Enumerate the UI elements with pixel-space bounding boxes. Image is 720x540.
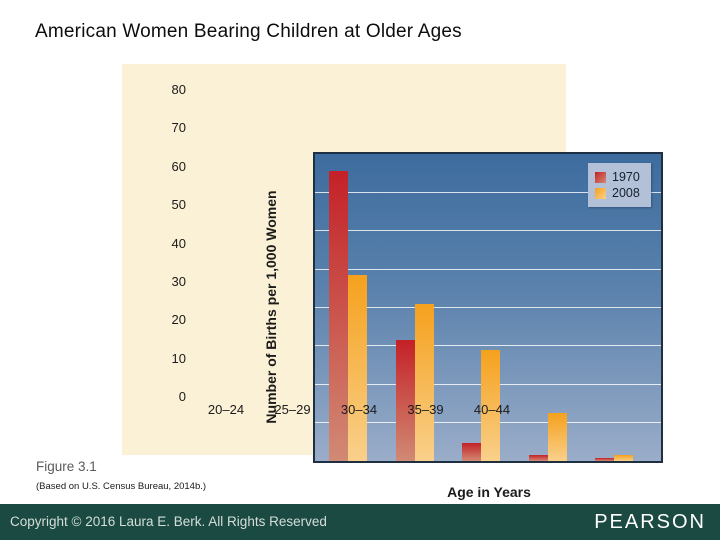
source-note: (Based on U.S. Census Bureau, 2014b.) xyxy=(36,481,207,492)
y-tick-label: 40 xyxy=(171,235,186,251)
x-tick-label: 25–29 xyxy=(274,402,311,417)
bar-1970-35–39 xyxy=(528,455,548,461)
gridline xyxy=(315,268,661,270)
legend-label-2008: 2008 xyxy=(612,186,640,200)
bar-2008-25–29 xyxy=(414,303,434,461)
y-tick-label: 0 xyxy=(178,389,186,404)
x-tick-label: 20–24 xyxy=(207,402,245,417)
pearson-logo: PEARSON xyxy=(594,511,706,533)
gridline xyxy=(315,230,661,232)
bar-2008-20–24 xyxy=(348,274,367,461)
bar-1970-20–24 xyxy=(329,171,348,461)
bar-1970-40–44 xyxy=(595,458,614,461)
gridline xyxy=(315,191,661,193)
copyright-text: Copyright © 2016 Laura E. Berk. All Righ… xyxy=(10,514,327,529)
legend-label-1970: 1970 xyxy=(612,170,640,184)
legend-row-1970: 1970 xyxy=(595,170,651,184)
bar-2008-35–39 xyxy=(547,413,567,461)
gridline xyxy=(315,307,661,308)
y-tick-label: 10 xyxy=(171,350,186,366)
figure-label: Figure 3.1 xyxy=(36,459,97,474)
bar-2008-30–34 xyxy=(481,349,500,461)
chart-panel: Number of Births per 1,000 Women 1970 20… xyxy=(122,64,663,500)
y-tick-label: 60 xyxy=(171,158,186,174)
y-tick-label: 80 xyxy=(171,82,186,97)
y-tick-label: 70 xyxy=(171,120,186,136)
x-tick-label: 40–44 xyxy=(473,402,511,417)
legend-swatch-1970-icon xyxy=(595,171,606,183)
plot-area: 1970 2008 xyxy=(313,152,663,463)
x-tick-label: 35–39 xyxy=(407,402,444,417)
bar-1970-30–34 xyxy=(462,442,481,461)
bar-1970-25–29 xyxy=(395,340,415,461)
gridline xyxy=(315,345,661,347)
page-title: American Women Bearing Children at Older… xyxy=(35,21,462,42)
x-axis-title: Age in Years xyxy=(447,484,531,500)
legend-row-2008: 2008 xyxy=(595,186,651,200)
bar-2008-40–44 xyxy=(614,454,633,461)
legend-swatch-2008-icon xyxy=(595,187,606,199)
footer-bar: Copyright © 2016 Laura E. Berk. All Righ… xyxy=(0,504,720,540)
y-axis-title: Number of Births per 1,000 Women xyxy=(263,190,279,424)
y-tick-label: 20 xyxy=(171,312,186,328)
y-tick-label: 50 xyxy=(171,197,186,213)
y-tick-label: 30 xyxy=(171,273,186,289)
chart-legend: 1970 2008 xyxy=(588,163,651,207)
x-tick-label: 30–34 xyxy=(340,402,378,417)
